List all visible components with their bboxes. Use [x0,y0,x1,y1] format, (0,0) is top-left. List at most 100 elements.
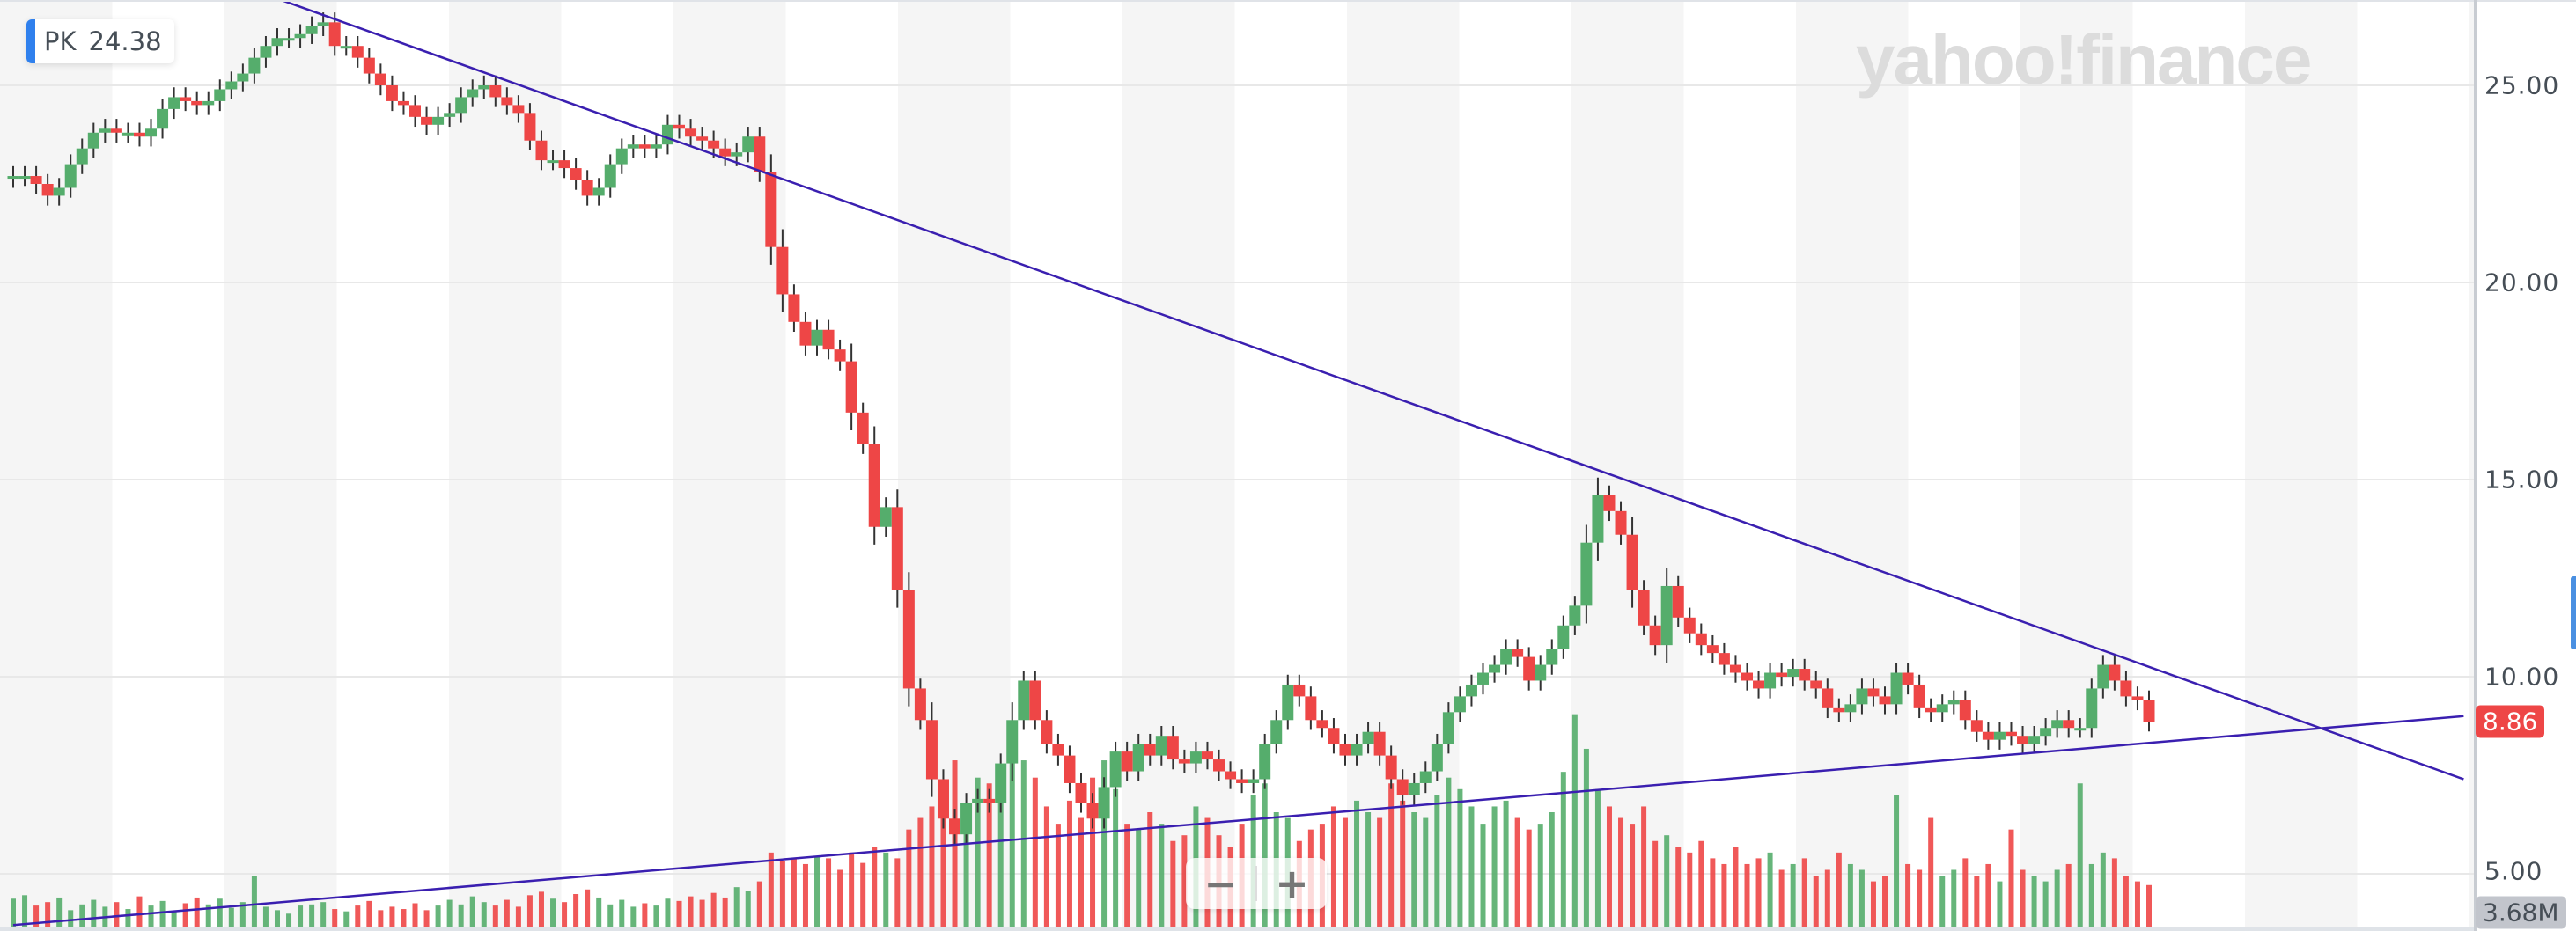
volume-bar [182,903,188,927]
volume-bar [1101,760,1108,927]
candle-down [535,140,548,161]
volume-bar [1917,869,1923,927]
candle-down [1512,649,1524,657]
volume-bar [91,899,97,927]
volume-bar [653,905,659,927]
volume-bar [745,891,751,927]
volume-bar [1687,852,1693,927]
candle-down [2017,736,2029,744]
candle-down [1603,495,1616,511]
candle-up [1764,672,1777,689]
candle-up [2040,728,2052,737]
candle-up [18,176,31,180]
candle-down [1396,779,1409,795]
volume-bar [1951,869,1957,927]
volume-bar [481,902,487,927]
candle-down [788,294,800,322]
volume-bar [355,905,361,927]
time-band [224,0,337,931]
volume-bar [710,892,717,927]
volume-bar [1618,817,1624,927]
candle-down [868,444,880,527]
candle-down [2109,664,2121,681]
candle-up [305,26,318,34]
volume-bar [298,905,304,927]
volume-bar [1813,876,1819,927]
candle-down [1626,534,1638,590]
volume-bar [665,898,671,927]
trendlines[interactable] [12,0,2464,927]
side-panel-tab[interactable] [2571,576,2576,649]
volume-bar [1928,817,1934,927]
volume-bar [791,858,797,927]
candle-up [880,507,892,527]
candle-up [1546,649,1558,665]
candlestick-chart[interactable] [0,0,2476,931]
x-axis-line [0,927,2476,931]
volume-bar [2031,876,2037,927]
volume-bar [1262,783,1268,927]
volume-bar [1503,800,1509,927]
candle-down [1718,653,1730,665]
candle-down [180,97,192,101]
volume-bar [1342,817,1348,927]
candle-up [960,803,973,835]
candle-up [64,164,77,188]
candle-down [1029,680,1041,721]
volume-bar [1066,800,1072,927]
volume-bar [1514,817,1520,927]
candle-up [317,22,329,26]
candle-up [478,85,490,90]
volume-bar [1606,806,1612,927]
candle-up [1155,736,1167,756]
volume-bar [1778,869,1785,927]
candle-down [363,57,375,74]
zoom-in-button[interactable]: + [1275,860,1309,907]
candle-down [386,85,398,101]
candle-down [1305,696,1317,721]
candle-down [1373,731,1386,756]
volume-bar [1583,748,1589,927]
candle-up [145,128,158,137]
volume-bar [607,904,614,927]
volume-bar [1630,824,1636,927]
candle-down [1902,672,1914,685]
candle-up [7,176,19,180]
trendline-resistance [277,0,2464,781]
candle-up [1351,744,1363,756]
candle-down [501,97,513,106]
volume-bar [573,894,579,927]
volume-bar [1400,800,1406,927]
volume-bar [550,898,556,927]
volume-bar [378,910,384,927]
volume-bar [1330,806,1336,927]
volume-bar [630,906,637,927]
candle-down [512,105,525,114]
candle-up [168,97,180,109]
volume-bar [114,902,120,927]
candle-up [1465,684,1477,697]
volume-bar [504,899,510,927]
candle-down [638,144,651,149]
candle-up [1419,771,1432,783]
candle-down [1925,707,1937,713]
volume-bar [1571,714,1578,927]
candle-down [1913,684,1925,708]
volume-bar [1032,777,1038,927]
volume-bar [309,904,315,927]
candles [7,12,2155,845]
volume-bar [1480,824,1486,927]
volume-bar [1939,876,1946,927]
y-axis-line [2474,0,2477,931]
candle-down [1649,625,1661,646]
candle-down [925,720,938,780]
candle-up [1947,700,1960,705]
volume-bar [469,896,475,927]
volume-bar [2088,863,2094,927]
volume-bar [446,899,453,927]
candle-down [1075,782,1087,803]
ticker-legend[interactable]: PK 24.38 [26,19,174,63]
yahoo-finance-watermark: yahoo!finance [1856,20,2312,99]
volume-bar [1858,869,1865,927]
zoom-out-button[interactable]: − [1203,860,1238,907]
